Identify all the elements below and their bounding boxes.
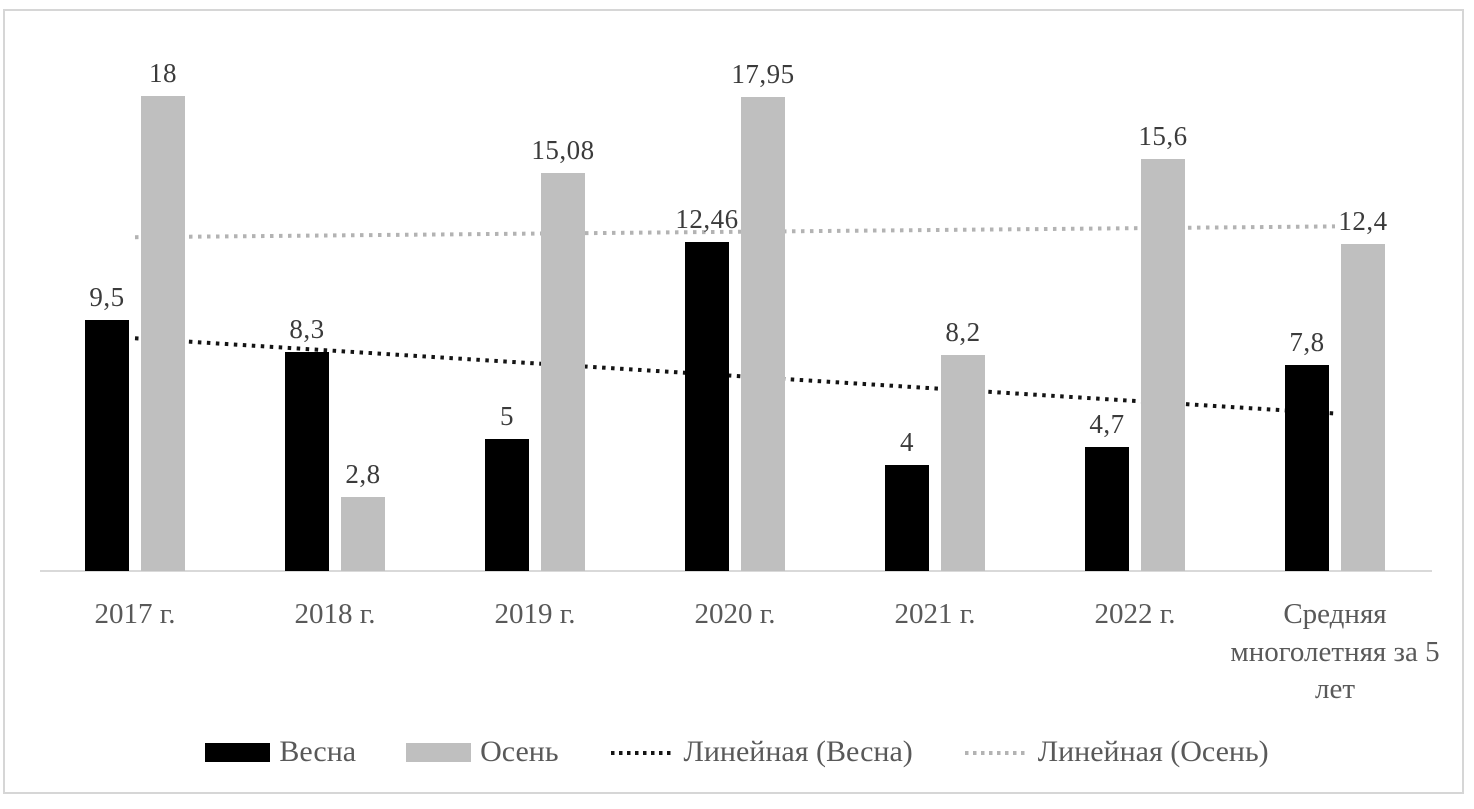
- bar-spring: [885, 465, 929, 571]
- x-axis-label: 2017 г.: [94, 598, 176, 630]
- data-label: 7,8: [1289, 327, 1325, 357]
- legend-swatch-autumn: [406, 742, 472, 762]
- data-label: 4: [900, 427, 914, 457]
- x-axis-label: Средняя многолетняя за 5 лет: [1230, 598, 1440, 706]
- bar-autumn: [741, 97, 785, 571]
- legend-swatch-trendline-spring: [610, 751, 673, 755]
- data-label: 8,3: [289, 314, 325, 344]
- x-axis-label: 2019 г.: [494, 598, 576, 630]
- bar-spring: [85, 320, 129, 571]
- bar-autumn: [541, 173, 585, 571]
- legend-item-autumn: Осень: [406, 735, 559, 769]
- data-label: 5: [500, 401, 514, 431]
- bar-spring: [685, 242, 729, 571]
- data-label: 15,6: [1138, 121, 1188, 151]
- x-axis-line: [40, 570, 1432, 572]
- legend-label: Линейная (Осень): [1037, 735, 1269, 768]
- legend-label: Весна: [279, 735, 357, 768]
- data-label: 4,7: [1089, 409, 1125, 439]
- bar-autumn: [341, 497, 385, 571]
- data-label: 9,5: [89, 282, 125, 312]
- data-label: 12,4: [1338, 206, 1388, 236]
- bar-spring: [285, 352, 329, 571]
- bar-spring: [485, 439, 529, 571]
- bar-spring: [1285, 365, 1329, 571]
- x-axis-label: 2018 г.: [294, 598, 376, 630]
- data-label: 18: [149, 58, 177, 88]
- legend-item-spring: Весна: [205, 735, 356, 769]
- bar-autumn: [941, 355, 985, 571]
- data-label: 15,08: [531, 135, 595, 165]
- legend-label: Линейная (Весна): [683, 735, 913, 768]
- x-axis-label: 2021 г.: [894, 598, 976, 630]
- bar-spring: [1085, 447, 1129, 571]
- legend-swatch-spring: [205, 742, 271, 762]
- data-label: 12,46: [675, 204, 739, 234]
- legend: Весна Осень Линейная (Весна) Линейная (Осен…: [0, 726, 1474, 778]
- bar-autumn: [1341, 244, 1385, 571]
- data-label: 2,8: [345, 459, 381, 489]
- legend-swatch-trendline-autumn: [964, 751, 1027, 755]
- data-label: 8,2: [945, 317, 981, 347]
- legend-item-trendline-autumn: Линейная (Осень): [963, 735, 1269, 769]
- x-axis-label: 2022 г.: [1094, 598, 1176, 630]
- data-label: 17,95: [731, 59, 795, 89]
- legend-label: Осень: [480, 735, 559, 768]
- x-axis-label: 2020 г.: [694, 598, 776, 630]
- bar-autumn: [1141, 159, 1185, 571]
- bar-autumn: [141, 96, 185, 571]
- legend-item-trendline-spring: Линейная (Весна): [609, 735, 913, 769]
